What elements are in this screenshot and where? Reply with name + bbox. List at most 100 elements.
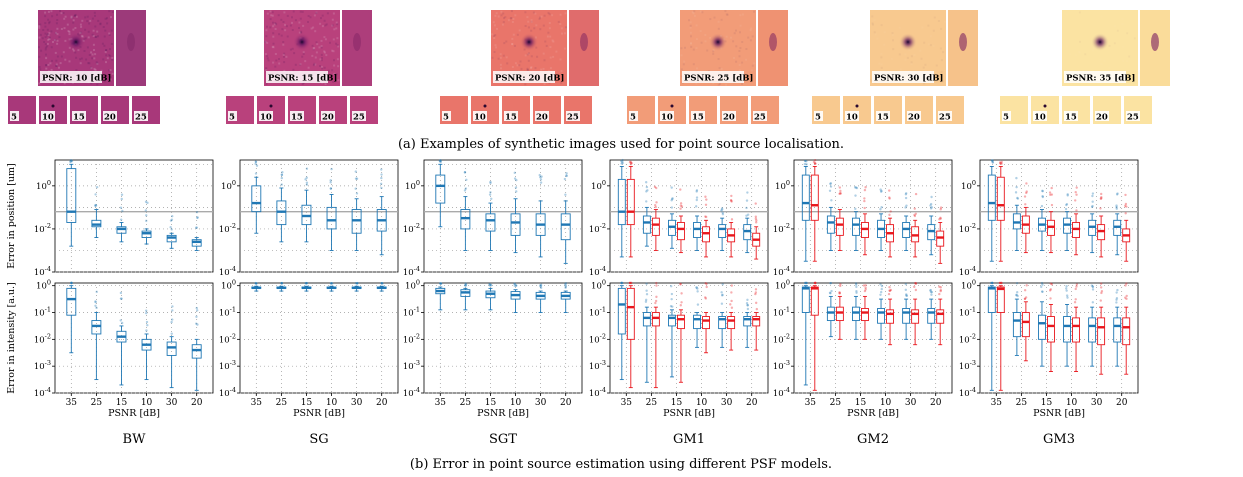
outlier-point <box>889 210 892 213</box>
outlier-point <box>355 282 359 285</box>
outlier-point <box>938 285 941 288</box>
outlier-point <box>694 205 698 208</box>
box-iqr <box>91 320 102 335</box>
plot-frame <box>239 159 399 273</box>
x-tick-label: 35 <box>251 398 263 408</box>
box-blue <box>1063 285 1071 367</box>
thumbnail-label-bg <box>321 111 335 121</box>
outlier-point <box>1000 162 1003 165</box>
outlier-point <box>465 178 468 181</box>
point-source-spot <box>1091 33 1109 51</box>
box-blue <box>276 281 287 292</box>
outlier-point <box>514 186 518 189</box>
outlier-point <box>439 160 442 164</box>
outlier-point <box>514 284 518 288</box>
outlier-point <box>1024 296 1028 299</box>
outlier-point <box>1049 282 1053 285</box>
outlier-point <box>354 282 357 285</box>
outlier-point <box>998 161 1002 164</box>
outlier-point <box>939 286 943 289</box>
thumbnail-label: 25 <box>353 113 365 123</box>
synthetic-examples-panel: PSNR: 10 [dB] 5 10 15 20 25 PSNR: 15 [dB] 5 10 15… <box>8 10 1170 124</box>
outlier-point <box>1115 291 1118 294</box>
x-tick-label: 25 <box>276 398 288 408</box>
outlier-point <box>381 282 384 285</box>
thumbnail-spot <box>1043 104 1047 108</box>
outlier-point <box>705 198 708 201</box>
thumbnail-label-bg <box>814 111 823 121</box>
outlier-point <box>439 282 442 285</box>
outlier-point <box>540 175 543 178</box>
y-tick-label: 100 <box>36 279 51 292</box>
outlier-point <box>564 284 567 287</box>
outlier-point <box>929 204 932 207</box>
x-tick-label: 25 <box>1016 398 1028 408</box>
outlier-point <box>1040 285 1043 289</box>
outlier-point <box>514 284 518 287</box>
outlier-point <box>1048 289 1052 292</box>
y-tick-label: 100 <box>961 279 976 292</box>
box-iqr <box>651 312 660 327</box>
box-iqr <box>752 316 761 327</box>
outlier-point <box>880 189 883 193</box>
thumbnail-label: 25 <box>754 113 766 123</box>
outlier-point <box>1090 284 1093 287</box>
psnr-label: PSNR: 25 [dB] <box>684 74 753 84</box>
outlier-point <box>70 281 73 285</box>
box-blue <box>351 170 362 251</box>
x-tick-label: 35 <box>805 398 817 408</box>
box-iqr <box>642 312 651 327</box>
outlier-point <box>888 189 891 192</box>
box-iqr <box>677 222 685 241</box>
thumbnail-spot <box>483 104 487 108</box>
y-tick-label: 10-2 <box>403 332 420 345</box>
outlier-point <box>563 177 567 181</box>
outlier-point <box>1016 196 1019 200</box>
outlier-point <box>704 296 707 299</box>
outlier-point <box>905 294 908 297</box>
outlier-point <box>1065 202 1069 206</box>
y-tick-label: 10-4 <box>589 265 606 278</box>
box-blue <box>141 309 152 381</box>
x-tick-label: 35 <box>621 398 633 408</box>
outlier-point <box>939 216 942 220</box>
x-tick-label: 20 <box>746 398 758 408</box>
outlier-point <box>94 300 97 303</box>
outlier-point <box>1041 290 1044 293</box>
outlier-point <box>280 282 283 285</box>
box-blue <box>460 282 471 311</box>
outlier-point <box>746 213 750 216</box>
box-iqr <box>668 314 676 327</box>
box-blue <box>743 191 752 254</box>
outlier-point <box>120 321 124 325</box>
outlier-point <box>1023 297 1027 301</box>
box-blue <box>1088 284 1097 367</box>
box-blue <box>301 281 312 292</box>
box-blue <box>301 167 312 243</box>
box-iqr <box>861 308 869 322</box>
outlier-point <box>930 206 934 209</box>
outlier-point <box>630 281 633 285</box>
box-red <box>996 281 1005 391</box>
x-tick-label: 10 <box>141 398 153 408</box>
outlier-point <box>1073 300 1077 304</box>
outlier-point <box>1091 200 1094 203</box>
box-iqr <box>191 344 202 359</box>
thumbnail-label: 10 <box>661 113 673 123</box>
box-red <box>1122 282 1131 375</box>
y-tick-label: 100 <box>221 179 236 192</box>
outlier-point <box>305 176 308 179</box>
thumbnail-label: 25 <box>1127 113 1139 123</box>
psnr-label: PSNR: 35 [dB] <box>1066 74 1135 84</box>
outlier-point <box>254 282 257 285</box>
model-name: GM2 <box>857 432 889 447</box>
box-red <box>651 281 660 389</box>
outlier-point <box>729 198 733 202</box>
outlier-point <box>145 219 148 223</box>
outlier-point <box>538 284 542 287</box>
outlier-point <box>1041 189 1044 193</box>
thumbnail-label: 20 <box>908 113 920 123</box>
thumbnail-label: 15 <box>505 113 517 123</box>
thumbnail-label-bg <box>352 111 366 121</box>
box-red <box>886 189 894 258</box>
